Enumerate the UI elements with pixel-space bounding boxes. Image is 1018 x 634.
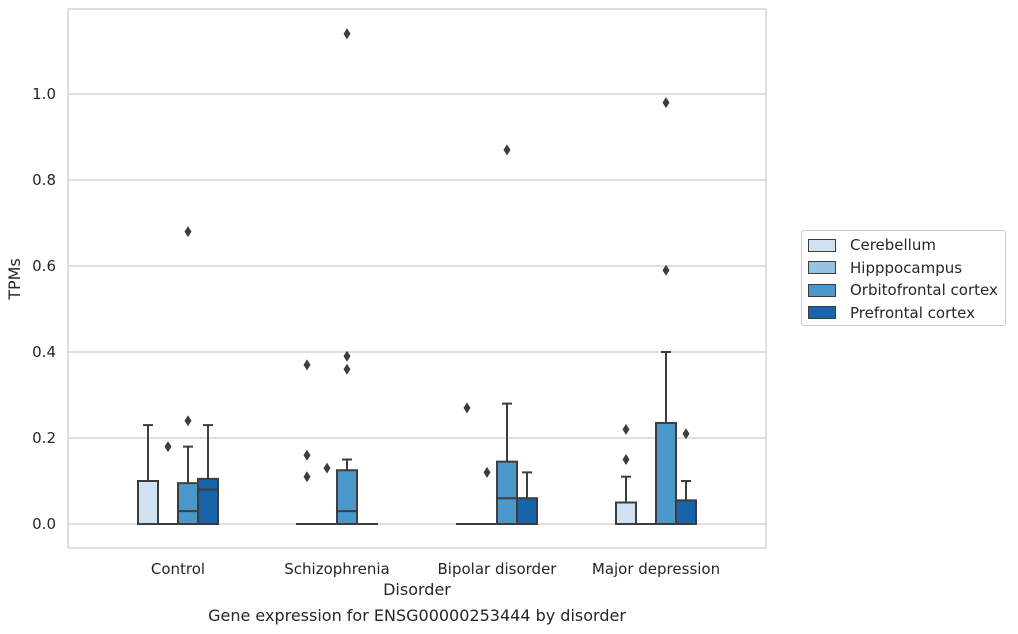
legend-item: Cerebellum [808, 236, 936, 254]
legend-swatch [808, 306, 836, 319]
box-body [496, 460, 518, 525]
y-axis-label: TPMs [5, 258, 24, 301]
box-3-2 [655, 97, 677, 526]
box-body [137, 480, 159, 525]
box-body [336, 469, 358, 525]
legend-item: Hipppocampus [808, 258, 963, 277]
y-tick-label: 0.8 [32, 171, 56, 189]
y-tick-label: 0.6 [32, 257, 56, 275]
box-1-1 [316, 462, 338, 526]
box-0-2 [177, 226, 199, 525]
box-3-3 [675, 428, 697, 526]
y-tick-label: 0.2 [32, 429, 56, 447]
outlier-point [503, 144, 511, 156]
outlier-point [483, 466, 491, 478]
outlier-point [622, 423, 630, 435]
legend-label: Hipppocampus [850, 258, 963, 277]
box-body [197, 477, 219, 526]
y-tick-labels: 0.0 0.2 0.4 0.6 0.8 1.0 [32, 85, 56, 533]
box-1-0 [296, 359, 318, 526]
box-3-0 [615, 423, 637, 525]
box-layer [137, 28, 697, 526]
box-0-1 [157, 441, 179, 526]
outlier-point [303, 471, 311, 483]
figure-caption: Gene expression for ENSG00000253444 by d… [208, 606, 626, 625]
outlier-point [662, 264, 670, 276]
outlier-point [343, 350, 351, 362]
y-tick-label: 0.0 [32, 515, 56, 533]
box-2-3 [516, 471, 538, 526]
legend-swatch [808, 238, 836, 252]
box-2-2 [496, 144, 518, 525]
legend: Cerebellum Hipppocampus Orbitofrontal cort… [801, 230, 1006, 326]
outlier-point [323, 462, 331, 474]
x-tick-label: Major depression [592, 560, 720, 578]
box-body [177, 482, 199, 525]
x-axis-label: Disorder [383, 580, 451, 599]
x-tick-labels: Control Schizophrenia Bipolar disorder Majo… [151, 560, 720, 578]
box-0-0 [137, 424, 159, 525]
box-body [655, 421, 677, 526]
x-tick-label: Control [151, 560, 205, 578]
plot-area-frame [67, 8, 767, 549]
x-tick-label: Schizophrenia [284, 560, 389, 578]
legend-swatch [808, 283, 836, 297]
outlier-point [343, 363, 351, 375]
outlier-point [303, 359, 311, 371]
legend-item: Orbitofrontal cortex [808, 281, 998, 299]
y-tick-label: 1.0 [32, 85, 56, 103]
outlier-point [463, 402, 471, 414]
outlier-point [682, 428, 690, 440]
outlier-point [164, 441, 172, 453]
outlier-point [184, 415, 192, 427]
outlier-point [303, 449, 311, 461]
legend-label: Orbitofrontal cortex [850, 281, 998, 299]
legend-label: Cerebellum [850, 236, 936, 254]
box-body [516, 497, 538, 526]
outlier-point [343, 28, 351, 40]
box-1-2 [336, 28, 358, 525]
box-2-0 [456, 402, 478, 526]
y-tick-label: 0.4 [32, 343, 56, 361]
box-body [675, 499, 697, 526]
x-tick-label: Bipolar disorder [438, 560, 558, 578]
box-body [615, 501, 637, 525]
box-2-1 [476, 466, 498, 526]
legend-swatch [808, 261, 836, 274]
outlier-point [622, 454, 630, 465]
outlier-point [662, 97, 670, 109]
outlier-point [184, 226, 192, 238]
box-0-3 [197, 424, 219, 526]
legend-item: Prefrontal cortex [808, 303, 975, 322]
legend-label: Prefrontal cortex [850, 303, 975, 322]
